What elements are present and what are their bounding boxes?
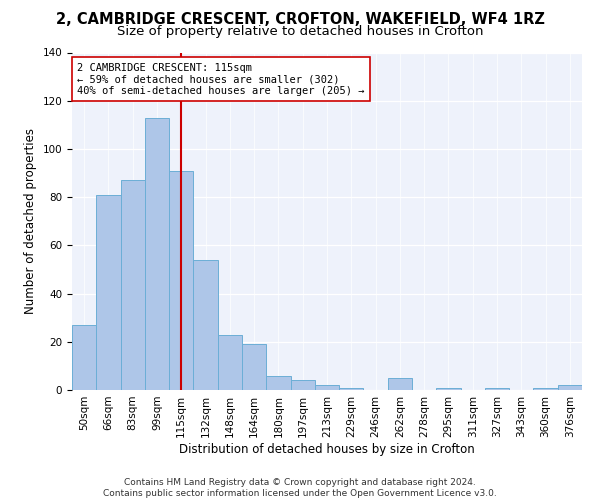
Bar bbox=[169, 170, 193, 390]
Text: Size of property relative to detached houses in Crofton: Size of property relative to detached ho… bbox=[117, 25, 483, 38]
Bar bbox=[242, 344, 266, 390]
Bar bbox=[96, 194, 121, 390]
Bar bbox=[485, 388, 509, 390]
Bar bbox=[72, 325, 96, 390]
Y-axis label: Number of detached properties: Number of detached properties bbox=[24, 128, 37, 314]
Text: 2, CAMBRIDGE CRESCENT, CROFTON, WAKEFIELD, WF4 1RZ: 2, CAMBRIDGE CRESCENT, CROFTON, WAKEFIEL… bbox=[56, 12, 544, 28]
Bar bbox=[193, 260, 218, 390]
Bar bbox=[121, 180, 145, 390]
Text: 2 CAMBRIDGE CRESCENT: 115sqm
← 59% of detached houses are smaller (302)
40% of s: 2 CAMBRIDGE CRESCENT: 115sqm ← 59% of de… bbox=[77, 62, 365, 96]
Text: Contains HM Land Registry data © Crown copyright and database right 2024.
Contai: Contains HM Land Registry data © Crown c… bbox=[103, 478, 497, 498]
Bar bbox=[436, 388, 461, 390]
Bar bbox=[218, 334, 242, 390]
Bar bbox=[266, 376, 290, 390]
Bar bbox=[339, 388, 364, 390]
Bar bbox=[315, 385, 339, 390]
Bar bbox=[388, 378, 412, 390]
Bar bbox=[290, 380, 315, 390]
X-axis label: Distribution of detached houses by size in Crofton: Distribution of detached houses by size … bbox=[179, 442, 475, 456]
Bar bbox=[533, 388, 558, 390]
Bar bbox=[145, 118, 169, 390]
Bar bbox=[558, 385, 582, 390]
